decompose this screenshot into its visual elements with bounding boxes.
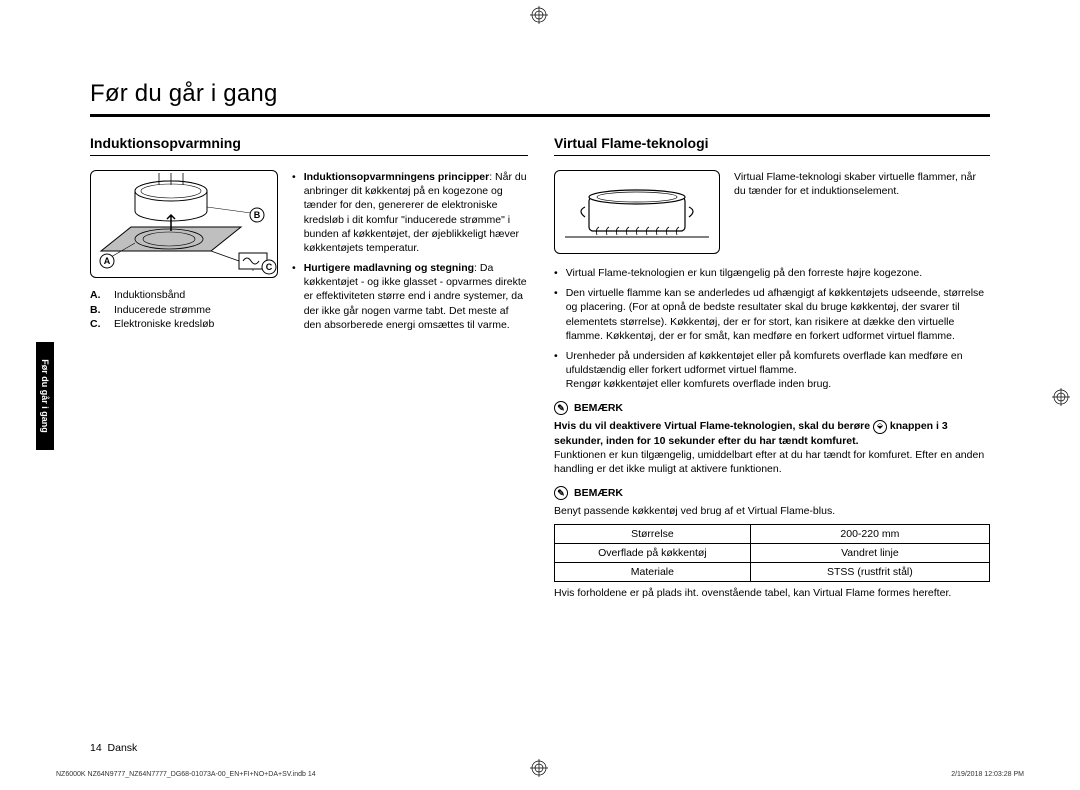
induction-bullets: Induktionsopvarmningens principper: Når … [292,170,528,338]
page-number: 14 [90,742,102,754]
legend-letter: C. [90,317,104,332]
table-row: Overflade på køkkentøj Vandret linje [555,544,990,563]
note-1-bold-pre: Hvis du vil deaktivere Virtual Flame-tek… [554,420,873,432]
side-tab-label: Før du går i gang [40,359,50,433]
spec-table: Størrelse 200-220 mm Overflade på køkken… [554,524,990,582]
note-1-text: Funktionen er kun tilgængelig, umiddelba… [554,449,984,475]
column-left: Induktionsopvarmning [90,135,528,600]
svg-text:B: B [254,210,261,220]
print-footer-right: 2/19/2018 12:03:28 PM [951,771,1024,778]
legend-row: C. Elektroniske kredsløb [90,317,278,332]
bullet-item: Urenheder på undersiden af køkkentøjet e… [554,349,990,392]
page-footer: 14 Dansk [90,742,137,754]
virtualflame-intro: Virtual Flame-teknologi skaber virtuelle… [734,170,990,254]
table-row: Materiale STSS (rustfrit stål) [555,563,990,582]
note-1-header: ✎ BEMÆRK [554,401,990,415]
induction-diagram: B A C [90,170,278,278]
legend-letter: B. [90,303,104,318]
induction-legend: A. Induktionsbånd B. Inducerede strømme … [90,288,278,332]
note-icon: ✎ [554,486,568,500]
svg-text:C: C [266,262,273,272]
page-title: Før du går i gang [90,80,990,117]
column-right: Virtual Flame-teknologi [554,135,990,600]
bullet-item: Den virtuelle flamme kan se anderledes u… [554,286,990,343]
virtualflame-diagram [554,170,720,254]
registration-mark-bottom [530,759,548,782]
bullet-text: : Når du anbringer dit køkkentøj på en k… [304,171,527,254]
svg-text:A: A [104,256,111,266]
registration-mark-right [1052,388,1070,411]
table-cell: STSS (rustfrit stål) [750,563,989,582]
print-footer-left: NZ6000K NZ64N9777_NZ64N7777_DG68-01073A-… [56,771,316,778]
bullet-lead: Induktionsopvarmningens principper [304,171,490,183]
virtualflame-bullets: Virtual Flame-teknologien er kun tilgæng… [554,266,990,391]
registration-mark-top [530,6,548,29]
page-lang: Dansk [108,742,138,754]
bullet-item: Virtual Flame-teknologien er kun tilgæng… [554,266,990,280]
legend-row: A. Induktionsbånd [90,288,278,303]
side-tab: Før du går i gang [36,342,54,450]
note-label: BEMÆRK [574,402,623,414]
bullet-item: Hurtigere madlavning og stegning: Da køk… [292,261,528,332]
table-cell: Materiale [555,563,751,582]
table-cell: Størrelse [555,525,751,544]
table-cell: 200-220 mm [750,525,989,544]
note-2-body: Benyt passende køkkentøj ved brug af et … [554,504,990,518]
note-1-body: Hvis du vil deaktivere Virtual Flame-tek… [554,419,990,476]
bullet-item: Induktionsopvarmningens principper: Når … [292,170,528,255]
page-content: Før du går i gang Induktionsopvarmning [90,80,990,600]
legend-text: Inducerede strømme [114,303,211,318]
note-label: BEMÆRK [574,487,623,499]
heading-induction: Induktionsopvarmning [90,135,528,156]
table-cell: Vandret linje [750,544,989,563]
note-icon: ✎ [554,401,568,415]
flame-button-icon: ⬙ [873,420,887,434]
table-row: Størrelse 200-220 mm [555,525,990,544]
legend-row: B. Inducerede strømme [90,303,278,318]
legend-letter: A. [90,288,104,303]
legend-text: Induktionsbånd [114,288,185,303]
bullet-text: Virtual Flame-teknologien er kun tilgæng… [566,266,922,280]
legend-text: Elektroniske kredsløb [114,317,214,332]
heading-virtualflame: Virtual Flame-teknologi [554,135,990,156]
table-caption: Hvis forholdene er på plads iht. ovenstå… [554,586,990,600]
bullet-lead: Hurtigere madlavning og stegning [304,262,474,274]
table-cell: Overflade på køkkentøj [555,544,751,563]
bullet-text: Urenheder på undersiden af køkkentøjet e… [566,349,990,392]
note-2-header: ✎ BEMÆRK [554,486,990,500]
induction-diagram-block: B A C A. Induktionsbånd B. [90,170,278,338]
bullet-text: Den virtuelle flamme kan se anderledes u… [566,286,990,343]
